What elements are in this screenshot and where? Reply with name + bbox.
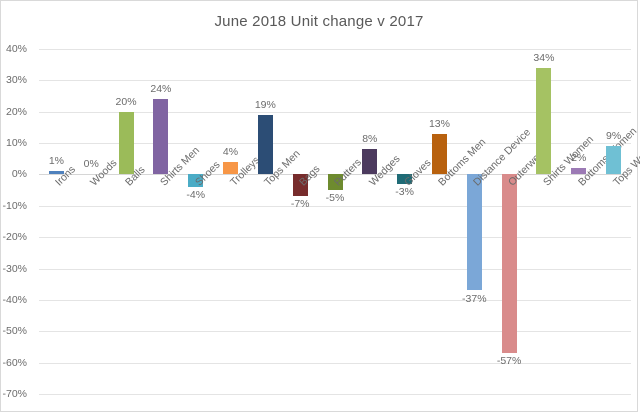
bar-gloves[interactable] [397,174,413,184]
bar-tops-men[interactable] [257,114,273,175]
y-axis-tick-label: 10% [5,137,27,150]
x-axis-label-gloves: Gloves [401,157,434,189]
bar-bottoms-men[interactable] [431,133,447,175]
y-axis-tick-label: -50% [2,325,27,338]
plot-area: 40% 30% 20% 10% 0% -10% -20% -30% -40% -50% -60% -7… [2,43,640,400]
data-label-balls: 20% [115,95,137,108]
data-label-bottoms-men: 13% [428,117,450,130]
bar-wedges[interactable] [362,149,378,175]
bar-putters[interactable] [327,174,343,191]
data-label-trolleys: 4% [222,145,239,158]
bar-shoes[interactable] [188,174,204,187]
bar-shirts-men[interactable] [153,99,169,175]
data-label-bottoms-women: 2% [571,152,587,165]
data-label-wedges: 8% [362,133,378,146]
data-label-tops-men: 19% [254,98,276,111]
gridline [39,205,631,207]
data-label-shoes: -4% [186,189,206,201]
bar-outerwear[interactable] [501,174,517,354]
bar-balls[interactable] [118,111,134,175]
y-axis-tick-label: 0% [11,168,27,181]
bar-distance-device[interactable] [466,174,482,291]
data-label-shirts-women: 34% [533,51,555,64]
chart-title: June 2018 Unit change v 2017 [214,13,424,30]
y-axis-tick-label: -10% [2,199,27,212]
gridline [39,362,631,364]
y-axis-tick-label: -20% [2,231,27,244]
y-axis-tick-label: 20% [5,105,27,118]
bar-tops-women[interactable] [606,146,622,175]
data-label-putters: -5% [325,192,345,205]
gridline [39,111,631,113]
bar-trolleys[interactable] [223,161,239,175]
gridline [39,143,631,145]
bar-bottoms-women[interactable] [571,168,587,175]
gridline [39,394,631,395]
data-label-shirts-men: 24% [150,83,172,96]
gridline [39,299,631,301]
gridline [39,237,631,239]
bar-bags[interactable] [292,174,308,197]
gridline [39,268,631,270]
gridline [39,80,631,82]
data-label-woods: 0% [83,158,99,171]
x-axis-label-putters: Putters [332,156,365,189]
data-label-outerwear: -57% [496,355,522,368]
y-axis-tick-label: -40% [2,293,27,306]
data-label-irons: 1% [48,155,64,168]
bar-shirts-women[interactable] [536,67,552,175]
y-axis-tick-label: 40% [5,43,27,55]
gridline [39,49,631,50]
data-label-distance-device: -37% [462,292,487,305]
y-axis-tick-label: 30% [5,74,27,87]
data-label-gloves: -3% [395,185,414,198]
y-axis-tick-label: -30% [2,262,27,275]
data-label-tops-women: 9% [605,130,622,143]
bar-irons[interactable] [48,171,64,175]
y-axis-tick-label: -60% [2,356,27,369]
gridline [39,331,631,333]
data-label-bags: -7% [290,198,310,211]
y-axis-tick-label: -70% [2,388,27,400]
